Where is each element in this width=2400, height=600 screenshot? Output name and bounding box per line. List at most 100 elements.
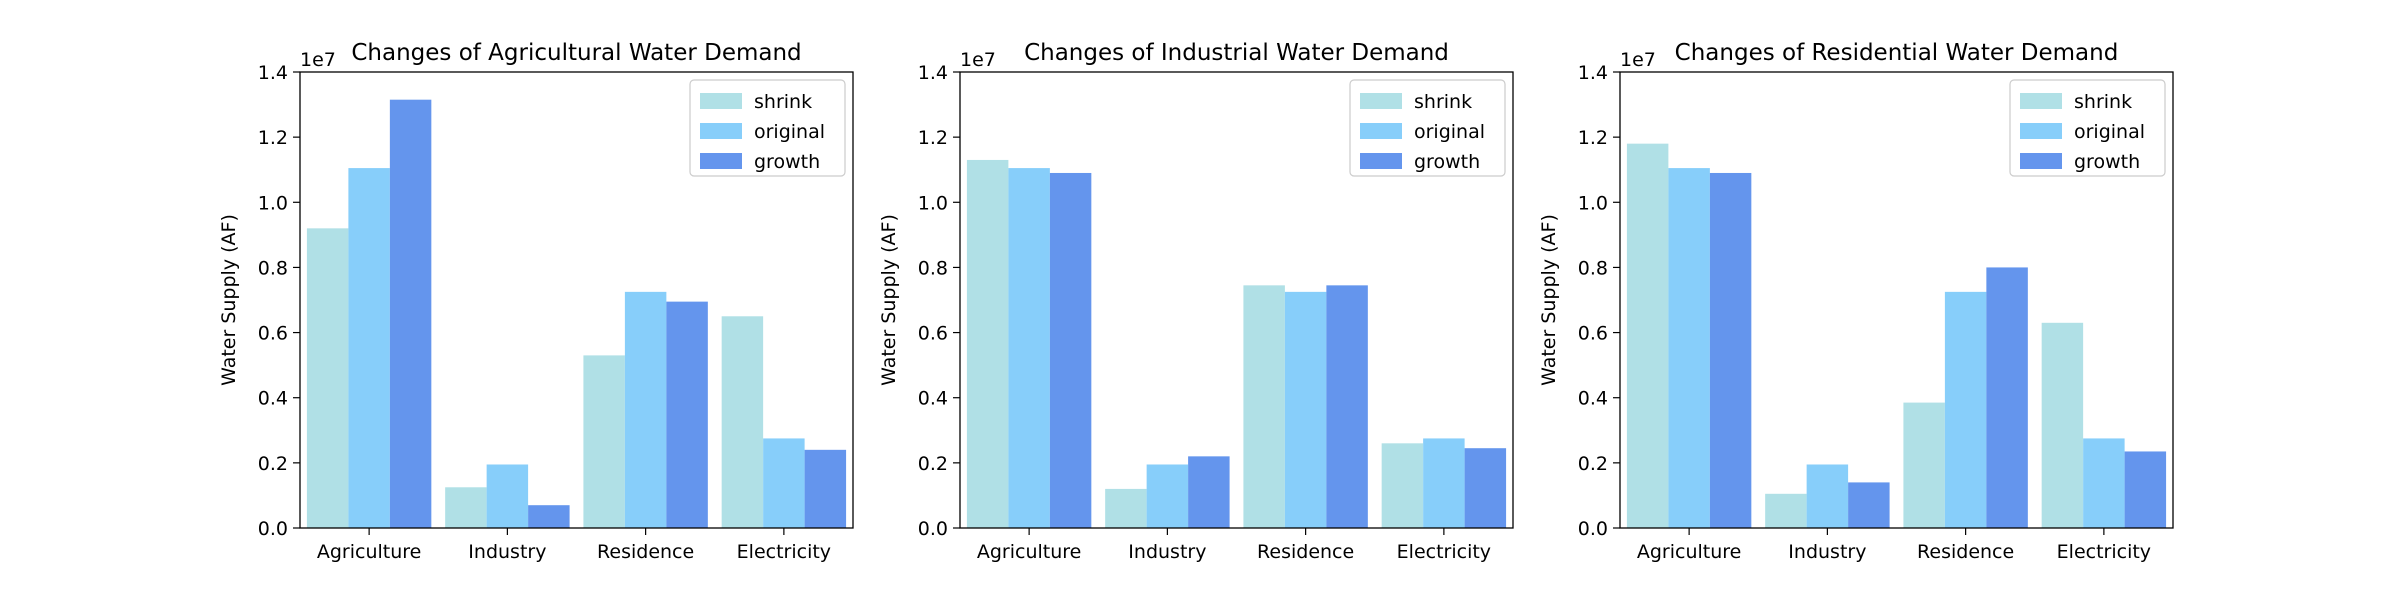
bar-original-electricity [2083, 438, 2125, 528]
bar-growth-electricity [1464, 448, 1507, 528]
chart-panel-industrial: 0.0 0.2 0.4 0.6 0.8 1.0 1.2 1.4 1e7 Agriculture In… [878, 40, 1514, 563]
x-tick-label-electricity: Electricity [1397, 541, 1491, 563]
y-tick-label: 1.0 [918, 192, 948, 214]
legend-swatch-growth [700, 153, 742, 169]
bar-shrink-electricity [1381, 443, 1424, 528]
legend-swatch-original [2020, 123, 2062, 139]
bar-shrink-residence [1903, 402, 1945, 528]
bar-shrink-agriculture [1626, 143, 1669, 528]
x-tick-label-industry: Industry [1788, 541, 1866, 563]
plot-frame [299, 71, 854, 529]
bar-original-residence [624, 291, 667, 528]
x-tick-label-residence: Residence [597, 541, 694, 563]
bar-original-industry [1146, 464, 1189, 528]
y-tick-label: 1.2 [258, 127, 288, 149]
legend: shrink original growth [2009, 79, 2166, 177]
y-tick-label: 1.4 [258, 62, 288, 84]
y-tick-label: 0.0 [918, 518, 948, 540]
bar-shrink-electricity [2041, 322, 2084, 528]
bar-original-industry [1806, 464, 1849, 528]
y-axis-label: Water Supply (AF) [1538, 214, 1560, 386]
bar-growth-residence [1326, 285, 1368, 528]
bar-original-electricity [763, 438, 805, 528]
x-tick-label-electricity: Electricity [737, 541, 831, 563]
bar-growth-electricity [804, 449, 847, 528]
y-tick-label: 0.8 [258, 257, 288, 279]
y-tick-label: 0.6 [258, 323, 288, 345]
bar-shrink-agriculture [966, 159, 1009, 528]
y-tick-label: 1.4 [1578, 62, 1608, 84]
chart-title: Changes of Agricultural Water Demand [351, 40, 801, 66]
y-tick-label: 1.2 [1578, 127, 1608, 149]
bar-original-industry [486, 464, 529, 528]
y-tick-label: 1.4 [918, 62, 948, 84]
legend-label-original: original [1414, 121, 1485, 143]
y-tick-label: 0.8 [918, 257, 948, 279]
bar-growth-industry [528, 505, 570, 528]
axis-scale-label: 1e7 [960, 49, 996, 71]
bar-growth-agriculture [1709, 172, 1752, 528]
legend: shrink original growth [1349, 79, 1506, 177]
legend-swatch-original [1360, 123, 1402, 139]
bar-shrink-industry [1765, 493, 1807, 528]
bar-growth-residence [1986, 267, 2028, 528]
y-tick-label: 0.0 [1578, 518, 1608, 540]
legend-label-original: original [754, 121, 825, 143]
legend-label-shrink: shrink [1414, 91, 1472, 113]
chart-title: Changes of Residential Water Demand [1675, 40, 2119, 66]
y-tick-label: 1.0 [1578, 192, 1608, 214]
y-tick-label: 1.2 [918, 127, 948, 149]
x-tick-label-agriculture: Agriculture [977, 541, 1082, 563]
bar-shrink-residence [583, 355, 625, 528]
x-tick-label-residence: Residence [1917, 541, 2014, 563]
chart-panel-agricultural: 0.0 0.2 0.4 0.6 0.8 1.0 1.2 1.4 1e7 Agriculture In… [218, 40, 854, 563]
x-tick-label-industry: Industry [468, 541, 546, 563]
y-axis-label: Water Supply (AF) [878, 214, 900, 386]
bar-original-residence [1284, 291, 1327, 528]
legend-swatch-shrink [1360, 93, 1402, 109]
legend-swatch-growth [2020, 153, 2062, 169]
legend-swatch-shrink [2020, 93, 2062, 109]
bar-growth-industry [1848, 482, 1890, 528]
chart-title: Changes of Industrial Water Demand [1024, 40, 1449, 66]
legend-label-shrink: shrink [754, 91, 812, 113]
bar-shrink-industry [1105, 488, 1147, 528]
chart-panel-residential: 0.0 0.2 0.4 0.6 0.8 1.0 1.2 1.4 1e7 Agriculture In… [1538, 40, 2174, 563]
legend-swatch-original [700, 123, 742, 139]
x-tick-label-agriculture: Agriculture [1637, 541, 1742, 563]
y-tick-label: 0.6 [1578, 323, 1608, 345]
bar-original-agriculture [1668, 168, 1710, 529]
y-axis-label: Water Supply (AF) [218, 214, 240, 386]
legend-label-growth: growth [1414, 151, 1480, 173]
y-tick-label: 0.4 [918, 388, 948, 410]
y-tick-label: 0.6 [918, 323, 948, 345]
legend-label-growth: growth [2074, 151, 2140, 173]
y-tick-label: 0.0 [258, 518, 288, 540]
legend-label-shrink: shrink [2074, 91, 2132, 113]
bar-growth-electricity [2124, 451, 2167, 528]
y-tick-label: 0.2 [258, 453, 288, 475]
bar-growth-agriculture [389, 99, 432, 528]
y-tick-label: 0.8 [1578, 257, 1608, 279]
y-tick-label: 0.4 [258, 388, 288, 410]
axis-scale-label: 1e7 [1620, 49, 1656, 71]
bar-shrink-electricity [721, 316, 764, 528]
x-tick-label-industry: Industry [1128, 541, 1206, 563]
bar-growth-agriculture [1049, 172, 1092, 528]
bar-original-residence [1944, 291, 1987, 528]
bar-original-electricity [1423, 438, 1465, 528]
legend: shrink original growth [689, 79, 846, 177]
legend-swatch-shrink [700, 93, 742, 109]
bar-original-agriculture [1008, 168, 1050, 529]
legend-swatch-growth [1360, 153, 1402, 169]
y-tick-label: 0.2 [1578, 453, 1608, 475]
legend-label-growth: growth [754, 151, 820, 173]
plot-frame [1619, 71, 2174, 529]
x-tick-label-agriculture: Agriculture [317, 541, 422, 563]
bar-original-agriculture [348, 168, 390, 529]
plot-frame [959, 71, 1514, 529]
x-tick-label-residence: Residence [1257, 541, 1354, 563]
y-tick-label: 0.4 [1578, 388, 1608, 410]
y-tick-label: 0.2 [918, 453, 948, 475]
